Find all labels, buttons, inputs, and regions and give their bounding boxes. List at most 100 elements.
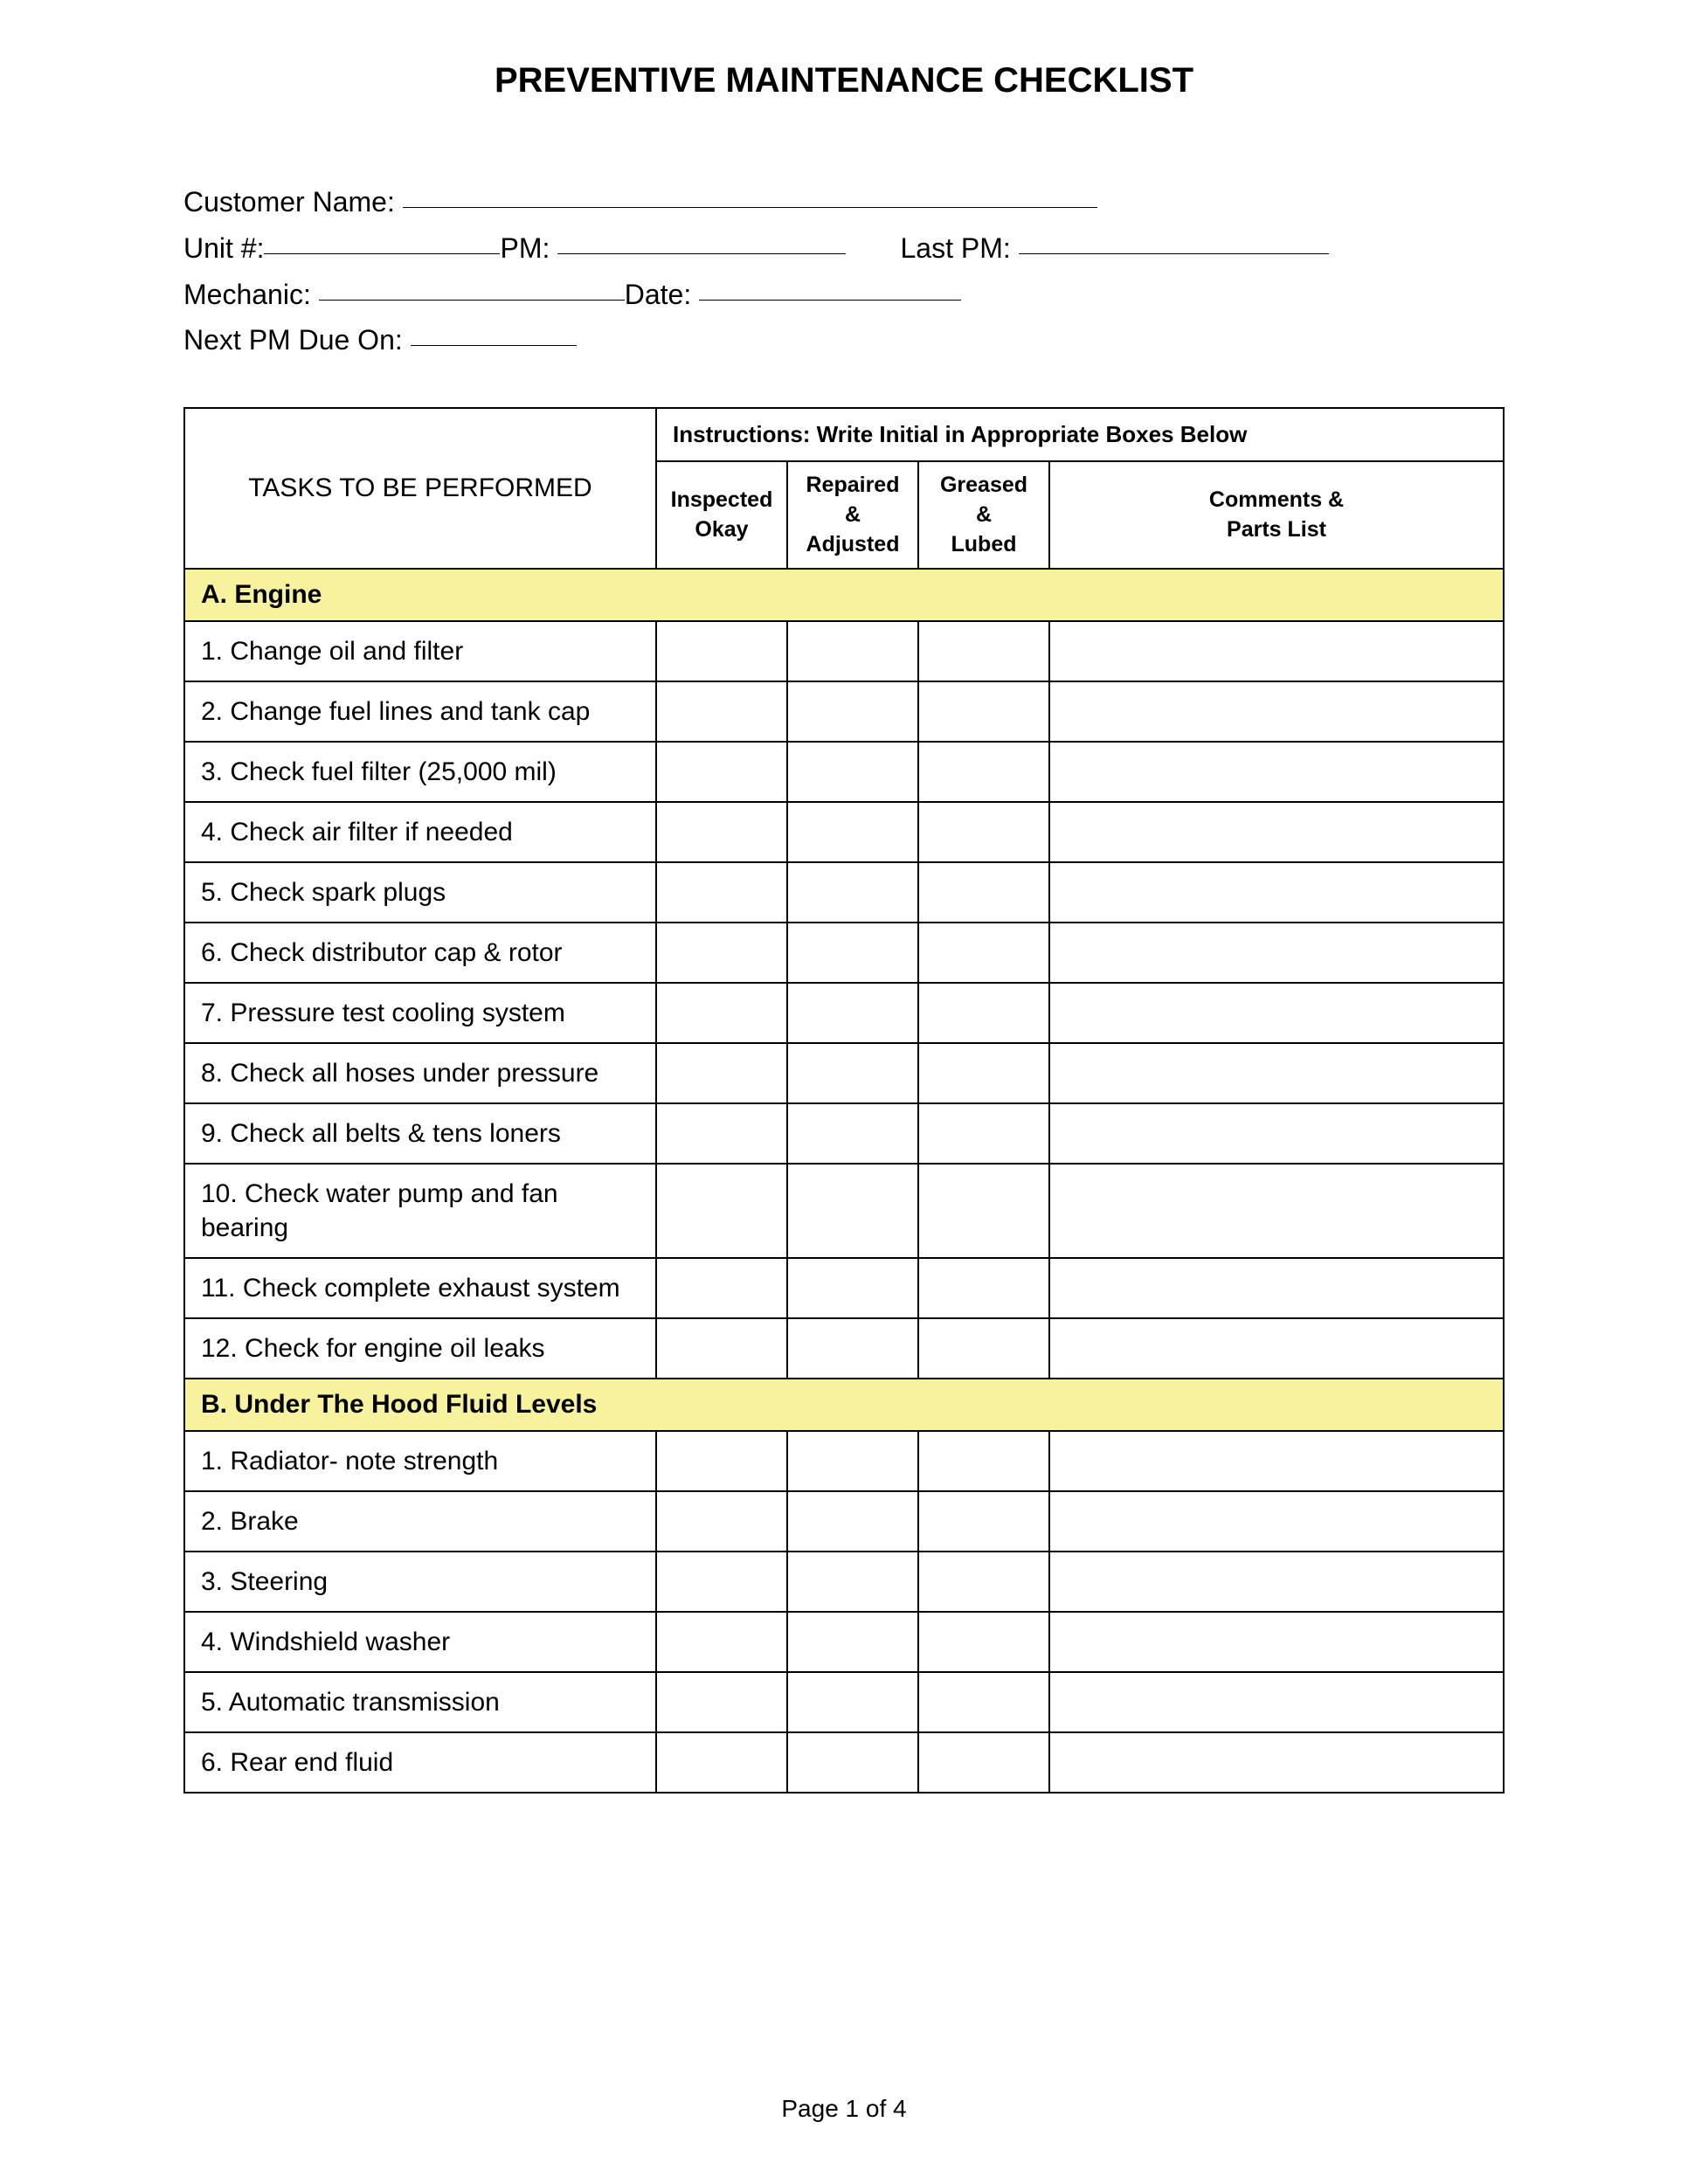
- cell-inspected[interactable]: [656, 742, 787, 802]
- cell-greased[interactable]: [918, 1258, 1049, 1318]
- task-label: 11. Check complete exhaust system: [184, 1258, 656, 1318]
- cell-greased[interactable]: [918, 1732, 1049, 1793]
- cell-greased[interactable]: [918, 802, 1049, 862]
- blank-customer-name: [403, 207, 1097, 208]
- table-row: 4. Check air filter if needed: [184, 802, 1504, 862]
- cell-comments[interactable]: [1049, 1552, 1504, 1612]
- table-row: 8. Check all hoses under pressure: [184, 1043, 1504, 1103]
- cell-comments[interactable]: [1049, 1164, 1504, 1258]
- cell-repaired[interactable]: [787, 1552, 918, 1612]
- cell-comments[interactable]: [1049, 1043, 1504, 1103]
- cell-repaired[interactable]: [787, 1103, 918, 1164]
- cell-inspected[interactable]: [656, 862, 787, 923]
- cell-comments[interactable]: [1049, 1103, 1504, 1164]
- cell-repaired[interactable]: [787, 1612, 918, 1672]
- cell-greased[interactable]: [918, 1431, 1049, 1491]
- cell-repaired[interactable]: [787, 1491, 918, 1552]
- cell-inspected[interactable]: [656, 621, 787, 681]
- form-fields: Customer Name: Unit #:PM: Last PM: Mecha…: [183, 179, 1505, 363]
- cell-comments[interactable]: [1049, 1258, 1504, 1318]
- blank-date: [699, 300, 961, 301]
- header-greased-l1: Greased: [940, 473, 1027, 497]
- cell-inspected[interactable]: [656, 1732, 787, 1793]
- label-next-pm: Next PM Due On:: [183, 324, 411, 356]
- cell-inspected[interactable]: [656, 1431, 787, 1491]
- cell-repaired[interactable]: [787, 681, 918, 742]
- cell-repaired[interactable]: [787, 742, 918, 802]
- cell-comments[interactable]: [1049, 1318, 1504, 1379]
- cell-inspected[interactable]: [656, 1491, 787, 1552]
- cell-inspected[interactable]: [656, 1258, 787, 1318]
- cell-greased[interactable]: [918, 862, 1049, 923]
- cell-repaired[interactable]: [787, 923, 918, 983]
- cell-comments[interactable]: [1049, 1431, 1504, 1491]
- cell-greased[interactable]: [918, 742, 1049, 802]
- label-mechanic: Mechanic:: [183, 279, 319, 310]
- cell-greased[interactable]: [918, 1491, 1049, 1552]
- cell-repaired[interactable]: [787, 1164, 918, 1258]
- table-row: 11. Check complete exhaust system: [184, 1258, 1504, 1318]
- cell-comments[interactable]: [1049, 923, 1504, 983]
- cell-greased[interactable]: [918, 1043, 1049, 1103]
- cell-comments[interactable]: [1049, 1672, 1504, 1732]
- cell-greased[interactable]: [918, 1318, 1049, 1379]
- cell-repaired[interactable]: [787, 1732, 918, 1793]
- table-row: 5. Check spark plugs: [184, 862, 1504, 923]
- cell-greased[interactable]: [918, 681, 1049, 742]
- task-label: 8. Check all hoses under pressure: [184, 1043, 656, 1103]
- cell-inspected[interactable]: [656, 1164, 787, 1258]
- header-inspected-l1: Inspected: [671, 487, 773, 512]
- header-tasks: TASKS TO BE PERFORMED: [184, 408, 656, 569]
- cell-repaired[interactable]: [787, 862, 918, 923]
- cell-repaired[interactable]: [787, 621, 918, 681]
- blank-unit: [264, 253, 500, 254]
- cell-comments[interactable]: [1049, 621, 1504, 681]
- cell-inspected[interactable]: [656, 1318, 787, 1379]
- cell-repaired[interactable]: [787, 1672, 918, 1732]
- cell-inspected[interactable]: [656, 923, 787, 983]
- cell-inspected[interactable]: [656, 983, 787, 1043]
- cell-inspected[interactable]: [656, 802, 787, 862]
- cell-greased[interactable]: [918, 1612, 1049, 1672]
- table-head: TASKS TO BE PERFORMED Instructions: Writ…: [184, 408, 1504, 569]
- cell-comments[interactable]: [1049, 1732, 1504, 1793]
- cell-inspected[interactable]: [656, 1672, 787, 1732]
- table-row: 2. Brake: [184, 1491, 1504, 1552]
- task-label: 5. Automatic transmission: [184, 1672, 656, 1732]
- cell-comments[interactable]: [1049, 802, 1504, 862]
- cell-comments[interactable]: [1049, 1612, 1504, 1672]
- cell-inspected[interactable]: [656, 1103, 787, 1164]
- cell-comments[interactable]: [1049, 681, 1504, 742]
- cell-inspected[interactable]: [656, 1612, 787, 1672]
- cell-inspected[interactable]: [656, 1043, 787, 1103]
- cell-inspected[interactable]: [656, 681, 787, 742]
- table-row: 10. Check water pump and fan bearing: [184, 1164, 1504, 1258]
- header-greased: Greased & Lubed: [918, 461, 1049, 569]
- table-row: 4. Windshield washer: [184, 1612, 1504, 1672]
- table-row: 6. Rear end fluid: [184, 1732, 1504, 1793]
- cell-comments[interactable]: [1049, 742, 1504, 802]
- cell-greased[interactable]: [918, 983, 1049, 1043]
- blank-pm: [557, 253, 846, 254]
- blank-last-pm: [1019, 253, 1329, 254]
- cell-repaired[interactable]: [787, 983, 918, 1043]
- cell-greased[interactable]: [918, 923, 1049, 983]
- cell-greased[interactable]: [918, 1672, 1049, 1732]
- cell-repaired[interactable]: [787, 1258, 918, 1318]
- cell-greased[interactable]: [918, 1164, 1049, 1258]
- cell-repaired[interactable]: [787, 1431, 918, 1491]
- blank-mechanic: [319, 300, 625, 301]
- header-repaired: Repaired & Adjusted: [787, 461, 918, 569]
- table-row: 7. Pressure test cooling system: [184, 983, 1504, 1043]
- cell-greased[interactable]: [918, 1103, 1049, 1164]
- cell-repaired[interactable]: [787, 1318, 918, 1379]
- header-repaired-l3: Adjusted: [806, 532, 900, 556]
- cell-repaired[interactable]: [787, 1043, 918, 1103]
- cell-comments[interactable]: [1049, 983, 1504, 1043]
- cell-greased[interactable]: [918, 1552, 1049, 1612]
- cell-inspected[interactable]: [656, 1552, 787, 1612]
- cell-comments[interactable]: [1049, 862, 1504, 923]
- cell-greased[interactable]: [918, 621, 1049, 681]
- cell-comments[interactable]: [1049, 1491, 1504, 1552]
- cell-repaired[interactable]: [787, 802, 918, 862]
